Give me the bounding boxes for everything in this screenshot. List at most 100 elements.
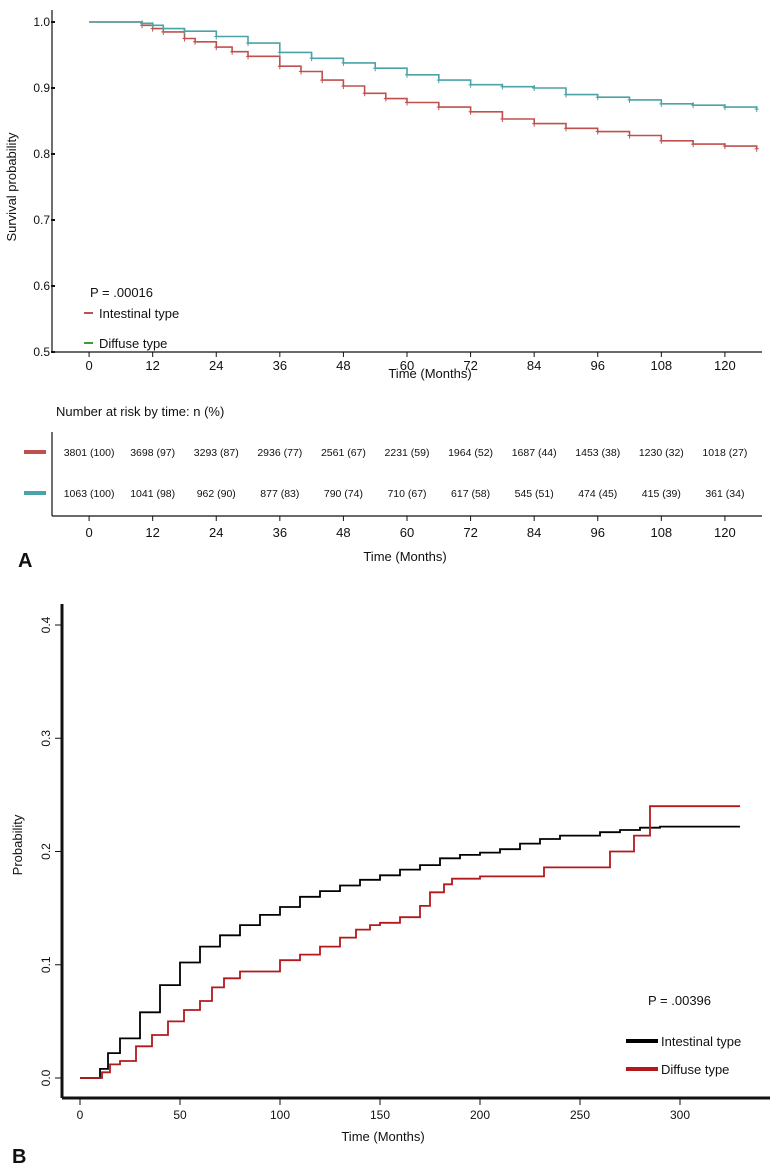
risk-table-xtick-label: 108 bbox=[650, 525, 672, 540]
panel-a-censor-mark bbox=[193, 38, 198, 45]
panel-label-b: B bbox=[12, 1146, 26, 1168]
panel-a-censor-mark bbox=[309, 55, 314, 62]
risk-table-xtick-label: 0 bbox=[85, 525, 92, 540]
risk-table-cell: 790 (74) bbox=[324, 488, 363, 500]
panel-b-xtick-label: 300 bbox=[670, 1108, 690, 1122]
risk-table-cell: 1687 (44) bbox=[512, 447, 557, 459]
panel-b-ylabel: Probability bbox=[10, 814, 25, 875]
risk-table-title: Number at risk by time: n (%) bbox=[56, 404, 224, 419]
panel-a-censor-mark bbox=[277, 63, 282, 70]
legend-label-intestinal-a: Intestinal type bbox=[99, 306, 179, 321]
panel-a-censor-mark bbox=[373, 65, 378, 72]
panel-a-censor-mark bbox=[722, 143, 727, 150]
panel-b-xtick-label: 150 bbox=[370, 1108, 390, 1122]
panel-a-censor-mark bbox=[659, 137, 664, 144]
panel-a-xtick-label: 48 bbox=[336, 358, 350, 373]
panel-a-series-line-diffuse bbox=[89, 21, 758, 110]
risk-table-xlabel: Time (Months) bbox=[363, 549, 446, 564]
risk-table-cell: 1230 (32) bbox=[639, 447, 684, 459]
panel-a-censor-mark bbox=[161, 25, 166, 32]
panel-b-ytick-label: 0.0 bbox=[39, 1069, 53, 1086]
panel-a-censor-mark bbox=[277, 49, 282, 56]
risk-table-cell: 415 (39) bbox=[642, 488, 681, 500]
panel-b-xtick-label: 200 bbox=[470, 1108, 490, 1122]
panel-a-censor-mark bbox=[722, 104, 727, 111]
panel-a-censor-mark bbox=[246, 40, 251, 47]
panel-a-xtick-label: 108 bbox=[650, 358, 672, 373]
risk-table-cell: 1063 (100) bbox=[64, 488, 115, 500]
risk-table-cell: 1453 (38) bbox=[575, 447, 620, 459]
panel-b-xtick-label: 0 bbox=[77, 1108, 84, 1122]
risk-table-cell: 3801 (100) bbox=[64, 447, 115, 459]
panel-a-censor-mark bbox=[150, 22, 155, 29]
panel-b-ytick-label: 0.1 bbox=[39, 956, 53, 973]
risk-table-xtick-label: 96 bbox=[591, 525, 605, 540]
panel-a-censor-mark bbox=[214, 44, 219, 51]
panel-a-censor-mark bbox=[563, 91, 568, 98]
panel-b-xtick-label: 100 bbox=[270, 1108, 290, 1122]
risk-table-cell: 617 (58) bbox=[451, 488, 490, 500]
risk-table-cell: 1018 (27) bbox=[702, 447, 747, 459]
panel-a-censor-mark bbox=[532, 85, 537, 91]
risk-table-cell: 877 (83) bbox=[260, 488, 299, 500]
risk-table-cell: 2561 (67) bbox=[321, 447, 366, 459]
risk-table-cell: 474 (45) bbox=[578, 488, 617, 500]
panel-b-series-line-intestinal bbox=[80, 825, 740, 1079]
panel-a-censor-mark bbox=[691, 102, 696, 109]
panel-a-censor-mark bbox=[691, 141, 696, 148]
panel-a-xtick-label: 60 bbox=[400, 358, 414, 373]
legend-label-intestinal-b: Intestinal type bbox=[661, 1034, 741, 1049]
panel-a-ytick-label: 0.9 bbox=[33, 81, 50, 95]
risk-table-cell: 3293 (87) bbox=[194, 447, 239, 459]
panel-label-a: A bbox=[18, 550, 32, 572]
risk-table-xtick-label: 120 bbox=[714, 525, 736, 540]
panel-a-censor-mark bbox=[500, 83, 505, 90]
panel-a-censor-mark bbox=[468, 81, 473, 88]
panel-a-censor-mark bbox=[532, 120, 537, 127]
panel-a-series-line-intestinal bbox=[89, 21, 758, 149]
risk-table-xtick-label: 84 bbox=[527, 525, 541, 540]
panel-a-ylabel: Survival probability bbox=[4, 132, 19, 242]
panel-b-ytick-label: 0.3 bbox=[39, 730, 53, 747]
panel-a-censor-mark bbox=[754, 145, 759, 152]
panel-a-censor-mark bbox=[627, 96, 632, 103]
panel-a-censor-mark bbox=[563, 125, 568, 132]
panel-a-xtick-label: 72 bbox=[463, 358, 477, 373]
panel-a-xtick-label: 96 bbox=[591, 358, 605, 373]
panel-b-series-line-diffuse bbox=[80, 805, 740, 1079]
risk-table-cell: 2231 (59) bbox=[385, 447, 430, 459]
panel-b-ytick-label: 0.2 bbox=[39, 843, 53, 860]
panel-b-xlabel: Time (Months) bbox=[341, 1129, 424, 1144]
panel-a-censor-mark bbox=[140, 20, 145, 27]
panel-a-ytick-label: 0.8 bbox=[33, 147, 50, 161]
panel-a-censor-mark bbox=[595, 94, 600, 101]
panel-a-xtick-label: 36 bbox=[273, 358, 287, 373]
panel-a-ytick-label: 0.6 bbox=[33, 279, 50, 293]
risk-table-xtick-label: 72 bbox=[463, 525, 477, 540]
risk-table-xtick-label: 36 bbox=[273, 525, 287, 540]
panel-a-censor-mark bbox=[214, 33, 219, 40]
panel-a-censor-mark bbox=[246, 53, 251, 60]
risk-table-cell: 962 (90) bbox=[197, 488, 236, 500]
panel-a-xtick-label: 120 bbox=[714, 358, 736, 373]
panel-a-xtick-label: 84 bbox=[527, 358, 541, 373]
legend-label-diffuse-b: Diffuse type bbox=[661, 1062, 729, 1077]
panel-a-censor-mark bbox=[468, 108, 473, 115]
panel-a-censor-mark bbox=[341, 83, 346, 90]
panel-a-ytick-label: 0.5 bbox=[33, 345, 50, 359]
panel-a-xtick-label: 24 bbox=[209, 358, 223, 373]
panel-a-censor-mark bbox=[659, 100, 664, 107]
risk-table-xtick-label: 12 bbox=[145, 525, 159, 540]
panel-a-censor-mark bbox=[341, 59, 346, 66]
risk-table-cell: 3698 (97) bbox=[130, 447, 175, 459]
panel-a-xtick-label: 12 bbox=[145, 358, 159, 373]
panel-a-censor-mark bbox=[230, 48, 235, 55]
panel-a-censor-mark bbox=[320, 77, 325, 84]
panel-a-censor-mark bbox=[436, 104, 441, 111]
risk-table-cell: 361 (34) bbox=[705, 488, 744, 500]
panel-a-xtick-label: 0 bbox=[85, 358, 92, 373]
panel-a-censor-mark bbox=[754, 106, 759, 113]
risk-table-xtick-label: 48 bbox=[336, 525, 350, 540]
risk-table-cell: 710 (67) bbox=[387, 488, 426, 500]
